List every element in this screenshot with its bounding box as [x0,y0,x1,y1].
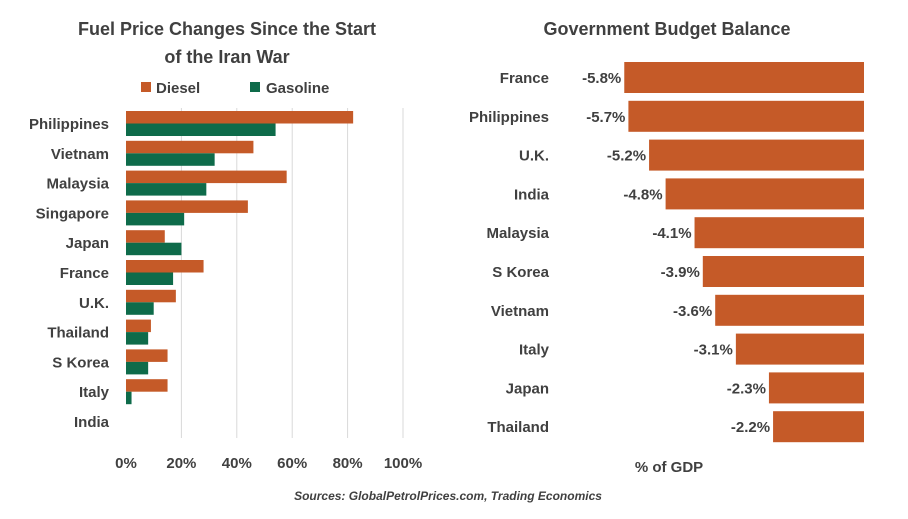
category-label: India [74,414,110,431]
tick-label: 100% [384,455,422,472]
gasoline-bar [126,332,149,345]
data-label: -3.6% [673,303,712,320]
source-note: Sources: GlobalPetrolPrices.com, Trading… [294,489,602,503]
data-label: -4.1% [652,225,691,242]
category-label: Thailand [487,419,549,436]
diesel-bar [126,170,287,184]
budget-bar [702,256,864,287]
category-label: Malaysia [486,225,549,242]
fuel-price-chart: Fuel Price Changes Since the Start of th… [29,19,422,472]
gasoline-bar [126,272,174,285]
data-label: -2.2% [731,419,770,436]
left-gridlines [180,108,404,438]
budget-bar [628,100,864,132]
budget-bar [768,372,864,404]
data-label: -3.1% [694,342,733,359]
gasoline-bar [126,212,185,226]
diesel-bar [126,319,151,333]
left-chart-title-line-2: of the Iran War [164,47,289,67]
data-label: -5.2% [607,148,646,165]
category-label: Thailand [47,325,109,342]
category-label: India [514,186,550,203]
category-label: Philippines [29,116,109,133]
category-label: S Korea [52,354,109,371]
category-label: Vietnam [491,303,549,320]
gasoline-bar [126,242,182,256]
tick-label: 20% [166,455,196,472]
gasoline-bar [126,361,149,375]
left-category-labels: Philippines Vietnam Malaysia Singapore Japan… [29,116,110,431]
right-data-labels: -5.8% -5.7% -5.2% -4.8% -4.1% -3.9% -3.6% -3.1%… [582,70,770,436]
budget-bar [624,62,864,93]
budget-bar [649,139,864,171]
gasoline-bar [126,302,154,315]
legend-diesel-swatch [141,82,151,92]
category-label: Vietnam [51,146,109,163]
left-bars [126,111,354,405]
gasoline-bar [126,391,132,405]
legend-gasoline-label: Gasoline [266,80,329,97]
diesel-bar [126,260,204,273]
left-tick-labels: 0% 20% 40% 60% 80% 100% [115,455,422,472]
right-bars [624,62,864,443]
category-label: France [500,70,549,87]
data-label: -4.8% [623,186,662,203]
legend-gasoline-swatch [250,82,260,92]
tick-label: 60% [277,455,307,472]
diesel-bar [126,111,354,124]
category-label: Malaysia [46,176,109,193]
diesel-bar [126,289,176,303]
data-label: -3.9% [661,264,700,281]
category-label: S Korea [492,264,549,281]
category-label: Japan [506,380,549,397]
budget-bar [665,178,864,210]
budget-bar [694,217,864,249]
diesel-bar [126,349,168,362]
right-chart-title: Government Budget Balance [543,19,790,39]
category-label: France [60,265,109,282]
gasoline-bar [126,153,215,166]
diesel-bar [126,230,165,243]
right-chart-xlabel: % of GDP [635,459,703,476]
budget-bar [735,333,864,365]
diesel-bar [126,200,248,213]
data-label: -5.8% [582,70,621,87]
category-label: Japan [66,235,109,252]
right-category-labels: France Philippines U.K. India Malaysia S Kore… [469,70,550,436]
category-label: U.K. [79,295,109,312]
category-label: U.K. [519,148,549,165]
category-label: Singapore [36,205,109,222]
budget-bar [773,411,864,443]
diesel-bar [126,379,168,392]
tick-label: 80% [333,455,363,472]
tick-label: 40% [222,455,252,472]
budget-bar [715,294,864,326]
tick-label: 0% [115,455,137,472]
legend: Diesel Gasoline [141,80,329,97]
gasoline-bar [126,183,207,196]
category-label: Italy [79,384,110,401]
data-label: -2.3% [727,380,766,397]
diesel-bar [126,140,254,154]
budget-balance-chart: Government Budget Balance France Philippi… [469,19,864,476]
gasoline-bar [126,123,276,136]
category-label: Philippines [469,109,549,126]
data-label: -5.7% [586,109,625,126]
legend-diesel-label: Diesel [156,80,200,97]
category-label: Italy [519,342,550,359]
left-chart-title-line-1: Fuel Price Changes Since the Start [78,19,376,39]
